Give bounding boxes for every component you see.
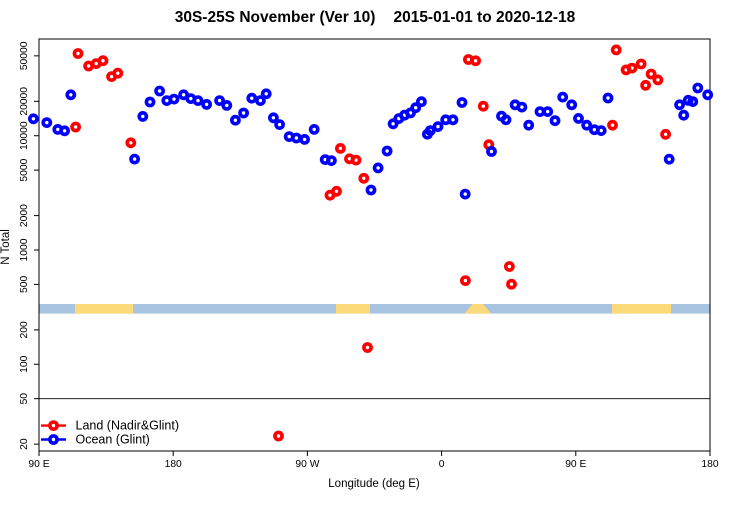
svg-text:100: 100 <box>19 355 30 372</box>
svg-text:180: 180 <box>165 459 182 470</box>
svg-text:50: 50 <box>19 393 30 405</box>
svg-text:180: 180 <box>701 459 718 470</box>
svg-text:50000: 50000 <box>19 41 30 70</box>
svg-text:Ocean (Glint): Ocean (Glint) <box>76 432 150 446</box>
svg-text:90 W: 90 W <box>295 459 319 470</box>
svg-text:2000: 2000 <box>19 204 30 227</box>
svg-text:200: 200 <box>19 321 30 338</box>
svg-text:5000: 5000 <box>19 158 30 181</box>
svg-text:20: 20 <box>19 438 30 450</box>
svg-text:10000: 10000 <box>19 121 30 150</box>
svg-text:Longitude (deg E): Longitude (deg E) <box>328 478 420 490</box>
svg-text:20000: 20000 <box>19 87 30 116</box>
svg-text:0: 0 <box>439 459 445 470</box>
svg-text:N Total: N Total <box>0 229 12 265</box>
svg-text:1000: 1000 <box>19 238 30 261</box>
svg-text:Land (Nadir&Glint): Land (Nadir&Glint) <box>76 419 180 433</box>
svg-text:90 E: 90 E <box>565 459 586 470</box>
svg-text:30S-25S November (Ver 10)2015-: 30S-25S November (Ver 10) 2015-01-01 to 2… <box>175 9 576 26</box>
svg-text:500: 500 <box>19 276 30 293</box>
svg-text:90 E: 90 E <box>28 459 49 470</box>
